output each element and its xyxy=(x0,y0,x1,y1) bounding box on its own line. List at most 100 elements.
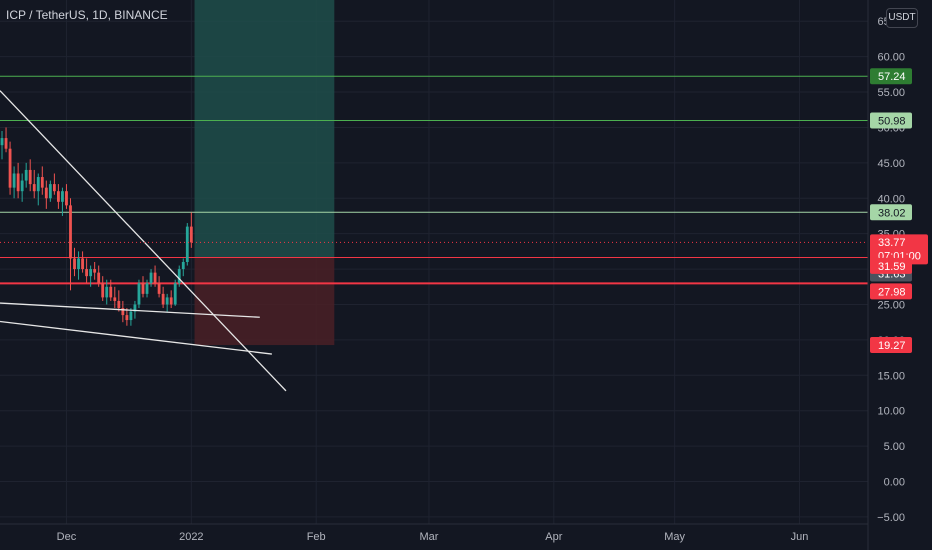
candle-body xyxy=(32,184,36,192)
price-labels: 57.2450.9838.0233.7707:01:0031.6331.5927… xyxy=(870,68,928,354)
x-tick-label: May xyxy=(664,531,685,543)
x-tick-label: Jun xyxy=(791,531,809,543)
candle-body xyxy=(77,258,80,270)
price-label-badge xyxy=(870,112,912,129)
price-label-badge xyxy=(870,283,912,300)
price-label: 57.24 xyxy=(870,68,912,85)
candle-body xyxy=(40,177,44,188)
candle-body xyxy=(117,300,121,309)
candle-body xyxy=(20,180,24,192)
candle-body xyxy=(24,169,28,181)
x-tick-label: Apr xyxy=(545,531,562,543)
candle-body xyxy=(48,184,52,199)
current-price-badge xyxy=(870,234,928,265)
price-label-badge xyxy=(870,204,912,221)
candle-body xyxy=(85,269,89,277)
candles xyxy=(0,127,193,326)
loss-zone[interactable] xyxy=(194,257,335,346)
price-label: 19.27 xyxy=(870,337,912,354)
candle-body xyxy=(89,269,93,277)
price-label-value: 27.98 xyxy=(878,286,906,298)
price-label-value: 50.98 xyxy=(878,116,906,128)
current-price-value: 33.77 xyxy=(878,237,906,249)
price-label-value: 38.02 xyxy=(878,207,906,219)
candle-body xyxy=(65,191,68,206)
x-tick-label: 2022 xyxy=(179,531,203,543)
candle-body xyxy=(137,283,141,305)
price-label-value: 31.59 xyxy=(878,261,906,273)
trendline[interactable] xyxy=(0,90,287,392)
candle-body xyxy=(121,308,125,316)
y-tick-label: 60.00 xyxy=(877,52,905,64)
candle-body xyxy=(81,258,84,270)
candle-body xyxy=(16,173,20,192)
candle-body xyxy=(8,148,12,188)
profit-zone[interactable] xyxy=(194,0,335,258)
price-label-badge xyxy=(870,68,912,85)
candle-body xyxy=(189,226,193,243)
candle-body xyxy=(52,184,56,192)
price-label-badge xyxy=(870,257,912,274)
candle-body xyxy=(113,297,117,301)
price-label: 50.98 xyxy=(870,112,912,129)
candle-body xyxy=(109,286,113,298)
candle-body xyxy=(28,169,32,185)
candle-body xyxy=(165,297,169,305)
y-tick-label: 15.00 xyxy=(877,370,905,382)
trendlines[interactable] xyxy=(0,90,287,392)
candle-body xyxy=(12,173,16,188)
trendline[interactable] xyxy=(0,302,260,318)
candle-body xyxy=(129,311,133,321)
candle-body xyxy=(125,315,129,321)
price-label: 31.59 xyxy=(870,257,912,274)
trendline[interactable] xyxy=(0,320,272,355)
candle-body xyxy=(56,191,60,202)
candle-body xyxy=(61,191,64,202)
x-tick-label: Feb xyxy=(307,531,326,543)
currency-button[interactable]: USDT xyxy=(886,8,918,28)
price-label-value: 57.24 xyxy=(878,71,906,83)
time-axis[interactable]: Dec 2022 Feb Mar Apr May Jun xyxy=(57,531,809,543)
candle-body xyxy=(44,187,48,199)
long-position-tool[interactable] xyxy=(194,0,335,346)
y-tick-label: 45.00 xyxy=(877,158,905,170)
candle-body xyxy=(181,262,185,270)
y-tick-label: 40.00 xyxy=(877,193,905,205)
candle-body xyxy=(185,226,189,262)
y-tick-label: 25.00 xyxy=(877,299,905,311)
y-tick-label: 55.00 xyxy=(877,87,905,99)
y-tick-label: 10.00 xyxy=(877,406,905,418)
x-tick-label: Mar xyxy=(419,531,438,543)
price-label: 38.02 xyxy=(870,204,912,221)
candle-body xyxy=(133,304,137,312)
candle-body xyxy=(153,272,157,284)
y-tick-label: 5.00 xyxy=(884,441,905,453)
candle-body xyxy=(161,293,165,305)
candle-body xyxy=(145,283,149,294)
candle-body xyxy=(0,138,4,146)
candle-body xyxy=(105,286,109,298)
candle-body xyxy=(36,177,40,192)
candle-body xyxy=(97,272,101,284)
horizontal-levels[interactable] xyxy=(0,75,868,285)
y-tick-label: 0.00 xyxy=(884,477,905,489)
candle-body xyxy=(177,269,181,284)
candle-body xyxy=(73,258,76,270)
candle-body xyxy=(4,138,8,149)
x-tick-label: Dec xyxy=(57,531,77,543)
candle-body xyxy=(101,283,105,298)
candle-body xyxy=(169,297,173,305)
price-label-value: 19.27 xyxy=(878,340,906,352)
candle-body xyxy=(141,283,145,294)
candle-body xyxy=(69,205,72,259)
chart-title: ICP / TetherUS, 1D, BINANCE xyxy=(6,8,168,22)
candle-body xyxy=(157,283,161,294)
candle-body xyxy=(93,269,97,273)
candle-body xyxy=(149,272,153,284)
price-label-badge xyxy=(870,337,912,354)
candle-body xyxy=(173,283,177,305)
y-tick-label: −5.00 xyxy=(877,512,905,524)
price-label: 27.98 xyxy=(870,283,912,300)
